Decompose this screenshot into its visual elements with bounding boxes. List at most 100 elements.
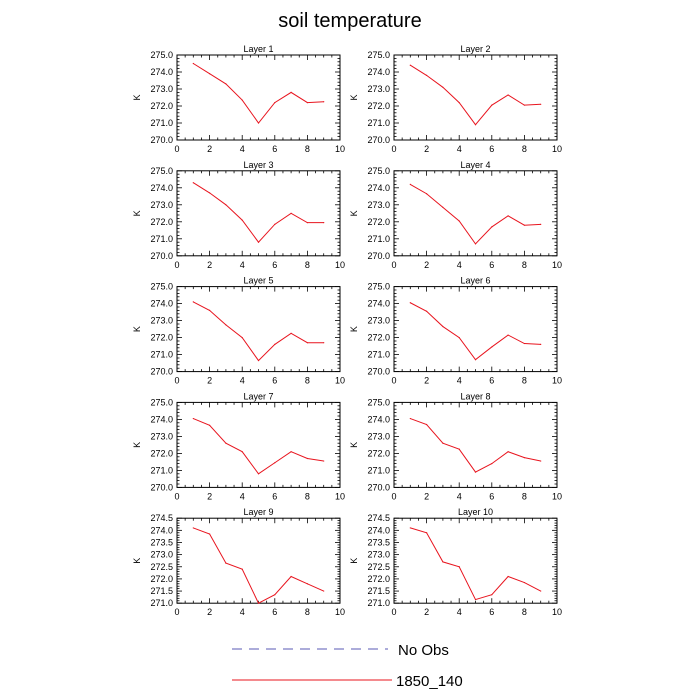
y-tick-label: 274.0: [150, 525, 173, 535]
data-point: [507, 451, 509, 453]
data-point: [458, 337, 460, 339]
y-tick-label: 275.0: [150, 166, 173, 176]
plot-frame: [176, 286, 341, 373]
series-line-1850-140: [193, 527, 324, 604]
x-tick-label: 0: [174, 260, 179, 270]
data-point: [409, 302, 411, 304]
y-axis-label: K: [349, 442, 359, 448]
x-tick-label: 10: [335, 607, 345, 617]
data-point: [491, 104, 493, 106]
x-tick-label: 2: [424, 144, 429, 154]
data-point: [540, 460, 542, 462]
y-tick-label: 272.0: [367, 101, 390, 111]
panel-title: Layer 10: [458, 507, 493, 517]
data-point: [225, 324, 227, 326]
y-tick-label: 274.0: [367, 183, 390, 193]
data-point: [209, 192, 211, 194]
data-point: [426, 74, 428, 76]
legend-1850-140-label: 1850_140: [396, 673, 463, 690]
x-tick-label: 8: [305, 144, 310, 154]
panel-title: Layer 5: [243, 276, 273, 286]
x-tick-label: 6: [489, 144, 494, 154]
data-point: [241, 451, 243, 453]
data-point: [290, 91, 292, 93]
panel-title: Layer 9: [243, 507, 273, 517]
x-tick-label: 2: [424, 491, 429, 501]
data-point: [426, 310, 428, 312]
x-tick-label: 10: [335, 376, 345, 386]
data-point: [474, 359, 477, 361]
data-point: [257, 473, 260, 475]
panel-layer-4: Layer 4 K 0 2 4 6 8 10 270.0 271.0 272.0 273.0 274.0…: [349, 160, 562, 270]
data-point: [540, 223, 542, 225]
data-point: [474, 124, 477, 126]
data-point: [241, 219, 243, 221]
data-point: [523, 104, 526, 106]
y-tick-label: 275.0: [150, 282, 173, 292]
data-point: [409, 183, 411, 185]
x-tick-label: 6: [489, 491, 494, 501]
x-tick-label: 10: [552, 491, 562, 501]
x-tick-label: 0: [174, 376, 179, 386]
y-tick-label: 274.0: [367, 414, 390, 424]
x-tick-label: 8: [522, 491, 527, 501]
data-point: [274, 594, 276, 596]
series-line-1850-140: [193, 418, 324, 475]
y-tick-label: 270.0: [367, 482, 390, 492]
y-tick-label: 272.0: [150, 448, 173, 458]
data-point: [323, 590, 325, 592]
x-tick-label: 2: [424, 376, 429, 386]
y-tick-label: 273.0: [150, 431, 173, 441]
data-point: [458, 102, 460, 104]
x-tick-label: 8: [522, 144, 527, 154]
data-point: [507, 215, 509, 217]
series-line-1850-140: [193, 301, 324, 362]
x-tick-label: 6: [489, 607, 494, 617]
y-tick-label: 273.0: [367, 550, 390, 560]
panel-layer-10: Layer 10 K 0 2 4 6 8 10 271.0 271.5 272.0 272.5 273.…: [349, 507, 562, 617]
data-point: [458, 220, 460, 222]
y-tick-label: 271.0: [367, 234, 390, 244]
panel-title: Layer 1: [243, 44, 273, 54]
data-point: [192, 417, 194, 420]
data-point: [409, 64, 411, 66]
y-tick-label: 270.0: [150, 135, 173, 145]
y-tick-label: 275.0: [150, 50, 173, 60]
panel-title: Layer 7: [243, 391, 273, 401]
data-point: [491, 226, 493, 228]
x-tick-label: 8: [522, 607, 527, 617]
data-point: [523, 457, 526, 459]
y-tick-label: 275.0: [367, 50, 390, 60]
x-tick-label: 4: [457, 376, 462, 386]
y-tick-label: 271.0: [150, 350, 173, 360]
x-tick-label: 10: [552, 607, 562, 617]
x-tick-label: 4: [240, 491, 245, 501]
y-tick-label: 274.0: [367, 67, 390, 77]
data-point: [209, 73, 211, 75]
data-point: [209, 309, 211, 311]
data-point: [306, 457, 308, 460]
y-tick-label: 274.0: [150, 183, 173, 193]
y-tick-label: 275.0: [150, 397, 173, 407]
data-point: [409, 417, 411, 420]
y-axis-label: K: [349, 326, 359, 332]
data-point: [274, 223, 276, 225]
y-tick-label: 275.0: [367, 166, 390, 176]
y-tick-label: 273.0: [150, 550, 173, 560]
figure-title: soil temperature: [278, 10, 421, 32]
data-point: [507, 334, 509, 336]
data-point: [257, 241, 260, 243]
x-tick-label: 8: [305, 260, 310, 270]
y-tick-label: 273.0: [367, 431, 390, 441]
x-tick-label: 6: [272, 491, 277, 501]
data-point: [274, 462, 276, 464]
data-point: [474, 598, 477, 601]
data-point: [192, 62, 194, 65]
y-tick-label: 272.0: [367, 574, 390, 584]
x-tick-label: 6: [272, 607, 277, 617]
panel-layer-3: Layer 3 K 0 2 4 6 8 10 270.0 271.0 272.0 273.0 274.0…: [132, 160, 345, 270]
y-tick-label: 272.0: [367, 333, 390, 343]
y-tick-label: 272.0: [150, 574, 173, 584]
data-point: [306, 222, 308, 224]
